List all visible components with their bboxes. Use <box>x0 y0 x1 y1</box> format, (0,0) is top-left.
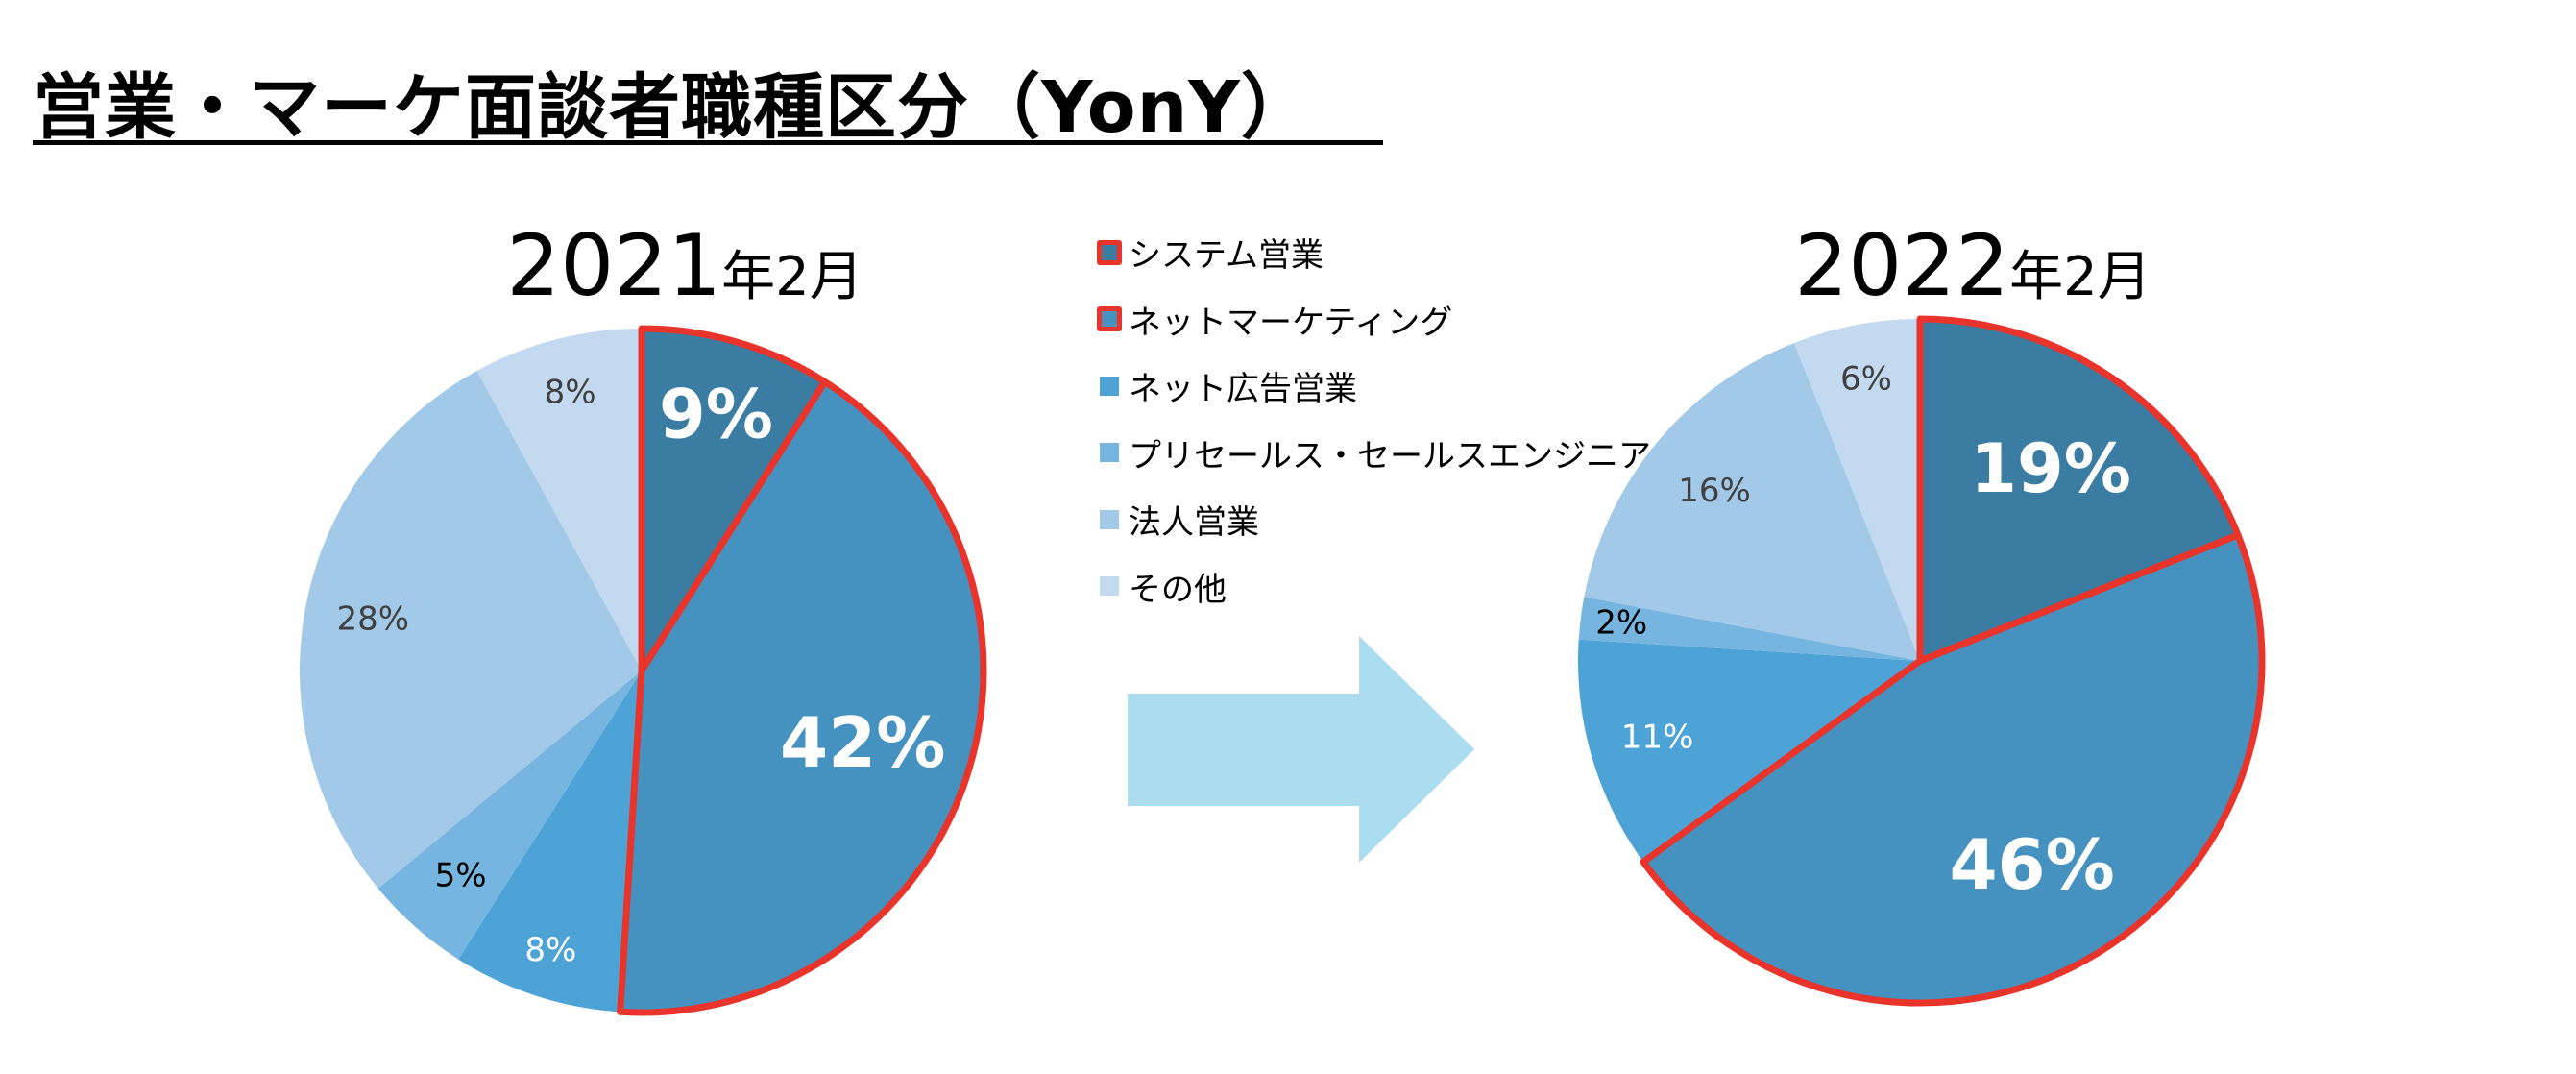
chart-title-year: 2022 <box>1794 216 2010 315</box>
pie-data-label: 19% <box>1970 429 2131 508</box>
pie-slice <box>642 329 825 671</box>
chart-title-year: 2021 <box>506 216 722 315</box>
pie-slice <box>1578 597 1920 661</box>
pie-data-label: 42% <box>780 702 945 783</box>
pie-slice <box>458 671 642 1013</box>
legend-label: プリセールス・セールスエンジニア <box>1129 436 1651 476</box>
legend-label: その他 <box>1129 570 1227 609</box>
legend-item: その他 <box>1100 553 1651 621</box>
legend-swatch <box>1100 576 1119 597</box>
pie-slice <box>1920 319 2239 661</box>
legend-item: ネットマーケティング <box>1097 286 1651 354</box>
pie-chart-2021: 9% 42% 8% 5% 28% 8% <box>300 325 987 1016</box>
chart-title-month: 年2月 <box>2009 246 2151 308</box>
pie-slice <box>1642 534 2262 1003</box>
pie-slice-highlight <box>617 378 987 1016</box>
legend-swatch <box>1097 239 1122 265</box>
pie-slice <box>1793 319 1920 661</box>
pie-chart-2022: 19% 46% 11% 2% 16% 6% <box>1578 315 2266 1007</box>
pie-slice <box>377 671 642 960</box>
pie-data-label: 5% <box>435 857 487 895</box>
pie-data-label: 2% <box>1595 604 1647 643</box>
pie-slice <box>620 381 984 1013</box>
pie-data-label: 8% <box>545 373 596 411</box>
chart-title-2021: 2021年2月 <box>506 216 863 315</box>
pie-slice <box>300 371 642 889</box>
legend-swatch <box>1097 306 1122 332</box>
legend-item: ネット広告営業 <box>1100 353 1651 420</box>
legend-item: システム営業 <box>1097 219 1651 286</box>
pie-slice <box>1584 342 1920 661</box>
pie-slice <box>476 329 642 671</box>
title-underline <box>33 140 1383 145</box>
pie-data-label: 46% <box>1949 824 2114 905</box>
legend-swatch <box>1100 376 1119 396</box>
pie-slice-highlight <box>1916 315 2242 665</box>
legend-item: プリセールス・セールスエンジニア <box>1100 420 1651 487</box>
chart-title-month: 年2月 <box>721 246 863 308</box>
pie-data-label: 28% <box>336 600 409 639</box>
pie-data-label: 8% <box>524 931 576 969</box>
page-title: 営業・マーケ面談者職種区分（YonY） <box>33 66 1313 149</box>
pie-data-label: 16% <box>1678 472 1751 510</box>
right-arrow-icon <box>1128 636 1474 863</box>
pie-data-label: 6% <box>1840 359 1892 398</box>
legend-item: 法人営業 <box>1100 486 1651 553</box>
legend-swatch <box>1100 509 1119 529</box>
pie-data-label: 11% <box>1621 718 1694 756</box>
chart-title-2022: 2022年2月 <box>1794 216 2151 315</box>
pie-slice-highlight <box>1640 531 2266 1007</box>
legend-label: 法人営業 <box>1129 503 1259 543</box>
legend-label: ネットマーケティング <box>1129 303 1453 342</box>
pie-data-label: 9% <box>659 375 773 453</box>
pie-slice-highlight <box>638 325 829 674</box>
legend-swatch <box>1100 443 1119 463</box>
legend-label: システム営業 <box>1129 236 1324 276</box>
legend-label: ネット広告営業 <box>1129 370 1357 409</box>
pie-slice <box>1578 639 1920 863</box>
legend: システム営業ネットマーケティング ネット広告営業プリセールス・セールスエンジニア法… <box>1097 219 1651 621</box>
